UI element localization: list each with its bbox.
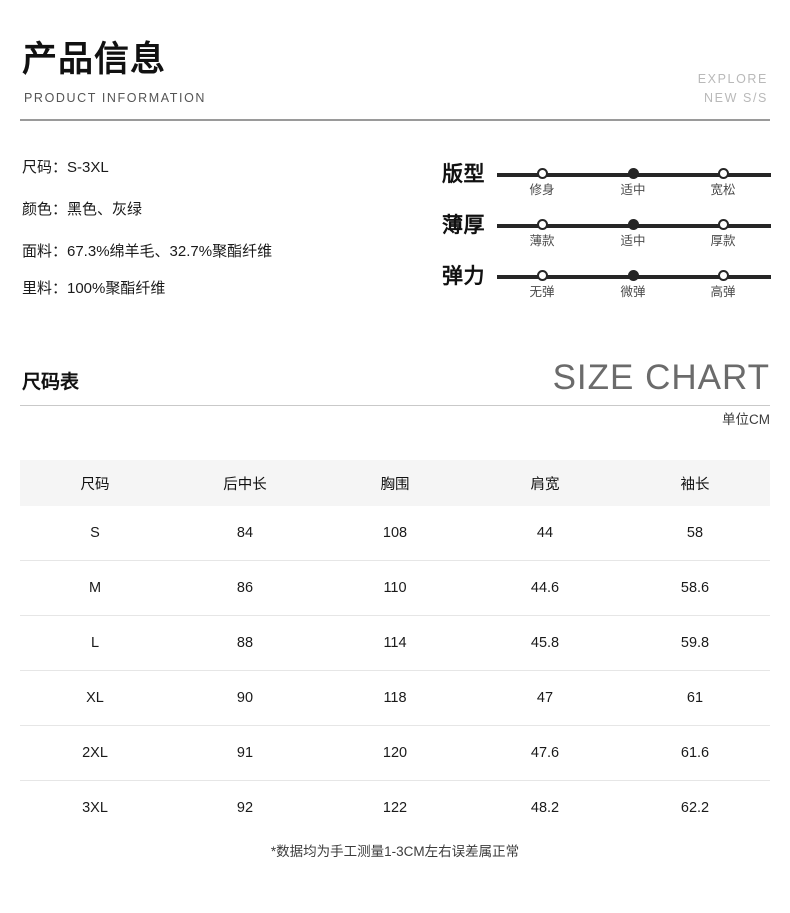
slider-tick-label-2: 高弹 <box>710 285 736 299</box>
header-divider <box>20 119 770 121</box>
cell-shoulder: 45.8 <box>470 615 620 671</box>
slider-tick-label-0: 修身 <box>529 183 555 197</box>
slider-dot-slim <box>537 168 548 179</box>
attribute-row-elasticity: 弹力 无弹 微弹 高弹 <box>440 264 780 315</box>
cell-back-length: 92 <box>170 780 320 835</box>
table-row: 3XL 92 122 48.2 62.2 <box>20 780 770 835</box>
product-spec-list: 尺码：S-3XL 颜色：黑色、灰绿 面料：67.3%绵羊毛、32.7%聚酯纤维 … <box>22 160 422 296</box>
column-header-sleeve: 袖长 <box>620 460 770 506</box>
slider-tick-label-2: 宽松 <box>710 183 736 197</box>
spec-fabric: 面料：67.3%绵羊毛、32.7%聚酯纤维 <box>22 243 273 260</box>
cell-back-length: 90 <box>170 670 320 726</box>
slider-dot-none <box>537 270 548 281</box>
slider-dot-loose <box>718 168 729 179</box>
spec-size: 尺码：S-3XL <box>22 159 109 176</box>
cell-shoulder: 47.6 <box>470 725 620 781</box>
cell-shoulder: 44.6 <box>470 560 620 616</box>
size-chart-heading: 尺码表 SIZE CHART 单位CM <box>0 360 790 430</box>
slider-dot-regular <box>628 168 639 179</box>
column-header-size: 尺码 <box>20 460 170 506</box>
table-row: XL 90 118 47 61 <box>20 670 770 726</box>
measurement-note: *数据均为手工测量1-3CM左右误差属正常 <box>270 844 520 859</box>
slider-tick-label-1: 适中 <box>620 183 646 197</box>
attribute-slider-group: 版型 修身 适中 宽松 薄厚 薄款 适中 厚款 弹力 <box>440 162 780 315</box>
slider-tick-label-0: 薄款 <box>529 234 555 248</box>
slider-dot-thin <box>537 219 548 230</box>
column-header-back-length: 后中长 <box>170 460 320 506</box>
cell-size: 2XL <box>20 725 170 781</box>
attribute-label-fit: 版型 <box>442 163 485 186</box>
corner-line-1: EXPLORE <box>697 72 768 86</box>
table-row: 2XL 91 120 47.6 61.6 <box>20 725 770 781</box>
slider-dot-high <box>718 270 729 281</box>
table-header-row: 尺码 后中长 胸围 肩宽 袖长 <box>20 460 770 506</box>
cell-bust: 114 <box>320 615 470 671</box>
cell-sleeve: 61 <box>620 670 770 726</box>
cell-shoulder: 44 <box>536 525 554 541</box>
cell-bust: 118 <box>320 670 470 726</box>
slider-dot-medium <box>628 219 639 230</box>
cell-bust: 120 <box>320 725 470 781</box>
cell-sleeve: 58 <box>686 525 704 541</box>
cell-back-length: 86 <box>170 560 320 616</box>
attribute-row-thickness: 薄厚 薄款 适中 厚款 <box>440 213 780 264</box>
spec-color: 颜色：黑色、灰绿 <box>22 201 143 218</box>
table-header: 尺码 后中长 胸围 肩宽 袖长 <box>20 460 770 506</box>
size-chart-table: 尺码 后中长 胸围 肩宽 袖长 S 84 108 44 58 M 86 110 … <box>20 460 770 835</box>
corner-line-2: NEW S/S <box>704 91 768 105</box>
cell-size: L <box>20 615 170 671</box>
cell-back-length: 88 <box>170 615 320 671</box>
cell-size: S <box>90 525 100 541</box>
page-header: 产品信息 PRODUCT INFORMATION EXPLORE NEW S/S <box>0 0 790 130</box>
page-subtitle: PRODUCT INFORMATION <box>24 91 207 105</box>
size-chart-title-en: SIZE CHART <box>552 358 770 397</box>
cell-back-length: 91 <box>170 725 320 781</box>
size-chart-divider <box>20 405 770 406</box>
cell-shoulder: 47 <box>470 670 620 726</box>
table-body: S 84 108 44 58 M 86 110 44.6 58.6 L 88 1… <box>20 506 770 835</box>
cell-bust: 110 <box>320 560 470 616</box>
slider-tick-label-1: 微弹 <box>620 285 646 299</box>
table-row: L 88 114 45.8 59.8 <box>20 615 770 671</box>
cell-sleeve: 59.8 <box>620 615 770 671</box>
size-chart-title-cn: 尺码表 <box>22 372 80 393</box>
attribute-label-thickness: 薄厚 <box>442 214 485 237</box>
cell-sleeve: 58.6 <box>620 560 770 616</box>
table-row: M 86 110 44.6 58.6 <box>20 560 770 616</box>
table-row: S 84 108 44 58 <box>20 506 770 561</box>
attribute-slider-elasticity: 无弹 微弹 高弹 <box>497 264 771 304</box>
attribute-label-elasticity: 弹力 <box>442 265 485 288</box>
attribute-slider-thickness: 薄款 适中 厚款 <box>497 213 771 253</box>
header-corner-text: EXPLORE NEW S/S <box>698 70 768 108</box>
cell-bust: 122 <box>320 780 470 835</box>
attribute-row-fit: 版型 修身 适中 宽松 <box>440 162 780 213</box>
slider-tick-label-2: 厚款 <box>710 234 736 248</box>
size-chart-unit: 单位CM <box>722 412 770 427</box>
cell-sleeve: 61.6 <box>620 725 770 781</box>
cell-shoulder: 48.2 <box>470 780 620 835</box>
cell-size: XL <box>20 670 170 726</box>
slider-tick-label-1: 适中 <box>620 234 646 248</box>
page-title: 产品信息 <box>22 40 167 79</box>
column-header-shoulder: 肩宽 <box>470 460 620 506</box>
column-header-bust: 胸围 <box>320 460 470 506</box>
spec-lining: 里料：100%聚酯纤维 <box>22 280 166 297</box>
cell-back-length: 84 <box>236 525 254 541</box>
cell-bust: 108 <box>382 525 408 541</box>
slider-tick-label-0: 无弹 <box>529 285 555 299</box>
cell-size: 3XL <box>20 780 170 835</box>
attribute-slider-fit: 修身 适中 宽松 <box>497 162 771 202</box>
cell-sleeve: 62.2 <box>620 780 770 835</box>
slider-dot-thick <box>718 219 729 230</box>
cell-size: M <box>20 560 170 616</box>
slider-dot-slight <box>628 270 639 281</box>
